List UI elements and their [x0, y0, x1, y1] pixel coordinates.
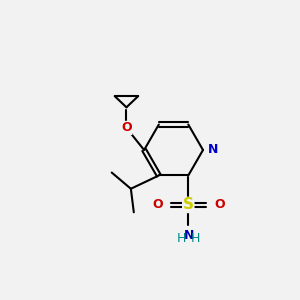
Text: S: S: [183, 197, 194, 212]
Text: O: O: [214, 198, 224, 212]
Text: N: N: [184, 230, 194, 242]
Text: N: N: [208, 143, 218, 157]
Text: H: H: [177, 232, 187, 245]
Text: O: O: [121, 122, 132, 134]
Text: H: H: [191, 232, 201, 245]
Text: O: O: [152, 198, 163, 212]
